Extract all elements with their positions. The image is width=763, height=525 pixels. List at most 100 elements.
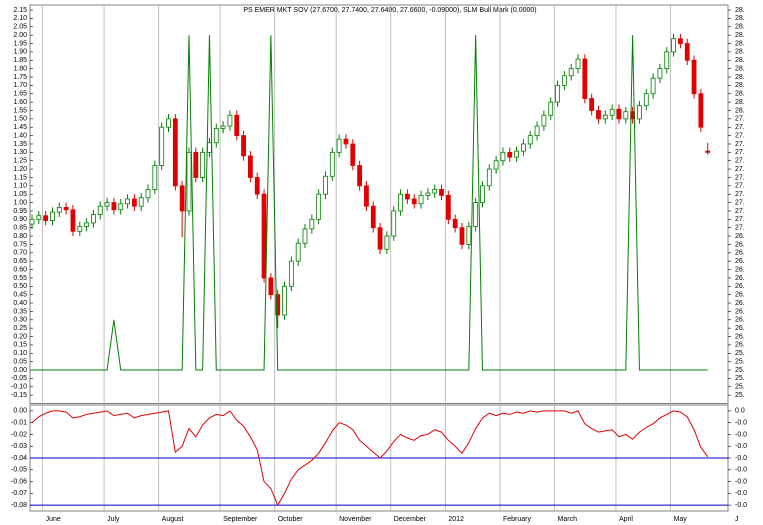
y2-tick-label: 27. bbox=[735, 191, 745, 198]
candle-body bbox=[131, 198, 137, 207]
candle-body bbox=[705, 150, 711, 153]
candle-body bbox=[671, 38, 676, 53]
candle-body bbox=[568, 68, 574, 77]
y-tick-label: 0.75 bbox=[13, 241, 27, 248]
y-tick-label: 1.55 bbox=[13, 107, 27, 114]
candle-body bbox=[227, 114, 233, 127]
y2-tick-label: 28. bbox=[735, 99, 745, 106]
y-tick-label: 0.85 bbox=[13, 225, 27, 232]
candle-body bbox=[602, 114, 608, 120]
y2-tick-label: 27. bbox=[735, 149, 745, 156]
y2-tick-label: 26. bbox=[735, 342, 745, 349]
candle-body bbox=[166, 118, 171, 128]
y-tick-label: 0.35 bbox=[13, 308, 27, 315]
y-tick-label: 1.05 bbox=[13, 191, 27, 198]
candle-body bbox=[43, 215, 49, 221]
candle-body bbox=[404, 193, 410, 200]
y2-tick-label: 26. bbox=[735, 308, 745, 315]
y2-tick-label: -0.0 bbox=[735, 431, 747, 438]
y-tick-label: 1.20 bbox=[13, 166, 27, 173]
candle-body bbox=[350, 143, 356, 166]
candle-body bbox=[261, 193, 267, 279]
candle-body bbox=[145, 189, 151, 199]
candle-body bbox=[425, 192, 431, 196]
candle-body bbox=[609, 108, 615, 116]
y-tick-label: -0.02 bbox=[11, 431, 27, 438]
y-tick-label: 1.90 bbox=[13, 49, 27, 56]
candle-body bbox=[50, 211, 55, 221]
y2-tick-label: 26. bbox=[735, 283, 745, 290]
y-tick-label: 0.00 bbox=[13, 408, 27, 415]
y2-tick-label: 0.0 bbox=[735, 408, 745, 415]
candle-body bbox=[691, 59, 697, 95]
y-tick-label: 1.00 bbox=[13, 199, 27, 206]
candle-body bbox=[514, 150, 519, 158]
candle-body bbox=[36, 215, 42, 220]
y-tick-label: 0.45 bbox=[13, 292, 27, 299]
candle-body bbox=[473, 202, 479, 227]
y2-tick-label: 27. bbox=[735, 166, 745, 173]
candle-body bbox=[500, 151, 506, 162]
y-tick-label: 1.50 bbox=[13, 116, 27, 123]
candle-body bbox=[302, 228, 308, 244]
candle-body bbox=[275, 294, 281, 316]
candle-body bbox=[391, 210, 397, 237]
y-tick-label: 0.70 bbox=[13, 250, 27, 257]
y2-tick-label: 26. bbox=[735, 258, 745, 265]
y-tick-label: 0.05 bbox=[13, 358, 27, 365]
y2-tick-label: 26. bbox=[735, 325, 745, 332]
x-tick-label: December bbox=[394, 516, 427, 523]
y-tick-label: 0.15 bbox=[13, 342, 27, 349]
candle-body bbox=[179, 185, 185, 212]
candle-body bbox=[70, 209, 76, 232]
y-tick-label: 0.90 bbox=[13, 216, 27, 223]
y-tick-label: 1.95 bbox=[13, 40, 27, 47]
y2-tick-label: 26. bbox=[735, 250, 745, 257]
candle-body bbox=[445, 194, 451, 220]
y2-tick-label: -0.0 bbox=[735, 467, 747, 474]
y-tick-label: 0.10 bbox=[13, 350, 27, 357]
y-tick-label: 1.45 bbox=[13, 124, 27, 131]
candle-body bbox=[548, 101, 554, 116]
y-tick-label: -0.01 bbox=[11, 420, 27, 427]
y-tick-label: 0.00 bbox=[13, 367, 27, 374]
y2-tick-label: 26. bbox=[735, 275, 745, 282]
series-line bbox=[31, 410, 709, 507]
y2-tick-label: 27. bbox=[735, 132, 745, 139]
y2-tick-label: 27. bbox=[735, 199, 745, 206]
y2-tick-label: -0.0 bbox=[735, 502, 747, 509]
candle-body bbox=[213, 128, 219, 144]
y-tick-label: 1.15 bbox=[13, 174, 27, 181]
candle-body bbox=[596, 110, 601, 120]
candle-body bbox=[561, 75, 567, 86]
y2-tick-label: 28. bbox=[735, 57, 745, 64]
y2-tick-label: 27. bbox=[735, 225, 745, 232]
candle-body bbox=[521, 143, 526, 152]
y2-tick-label: 27. bbox=[735, 208, 745, 215]
candle-body bbox=[486, 168, 492, 187]
y-tick-label: 0.60 bbox=[13, 266, 27, 273]
y2-tick-label: 28. bbox=[735, 40, 745, 47]
y-tick-label: 2.00 bbox=[13, 32, 27, 39]
x-tick-label: September bbox=[223, 516, 258, 523]
y2-tick-label: 25. bbox=[735, 392, 745, 399]
candle-body bbox=[200, 151, 206, 178]
candle-body bbox=[254, 177, 260, 195]
y-tick-label: 1.25 bbox=[13, 158, 27, 165]
y-tick-label: 2.10 bbox=[13, 15, 27, 22]
candle-body bbox=[220, 125, 226, 129]
series-line bbox=[32, 35, 708, 371]
candle-body bbox=[268, 277, 274, 296]
candle-body bbox=[118, 203, 124, 211]
x-tick-label: March bbox=[558, 516, 578, 523]
y-tick-label: 0.25 bbox=[13, 325, 27, 332]
y2-tick-label: 28. bbox=[735, 107, 745, 114]
y2-tick-label: 25. bbox=[735, 358, 745, 365]
y2-tick-label: 28. bbox=[735, 32, 745, 39]
candle-body bbox=[370, 205, 376, 229]
candle-body bbox=[616, 108, 622, 120]
y2-tick-label: 25. bbox=[735, 350, 745, 357]
y-tick-label: 2.15 bbox=[13, 7, 27, 14]
y-tick-label: 1.30 bbox=[13, 149, 27, 156]
